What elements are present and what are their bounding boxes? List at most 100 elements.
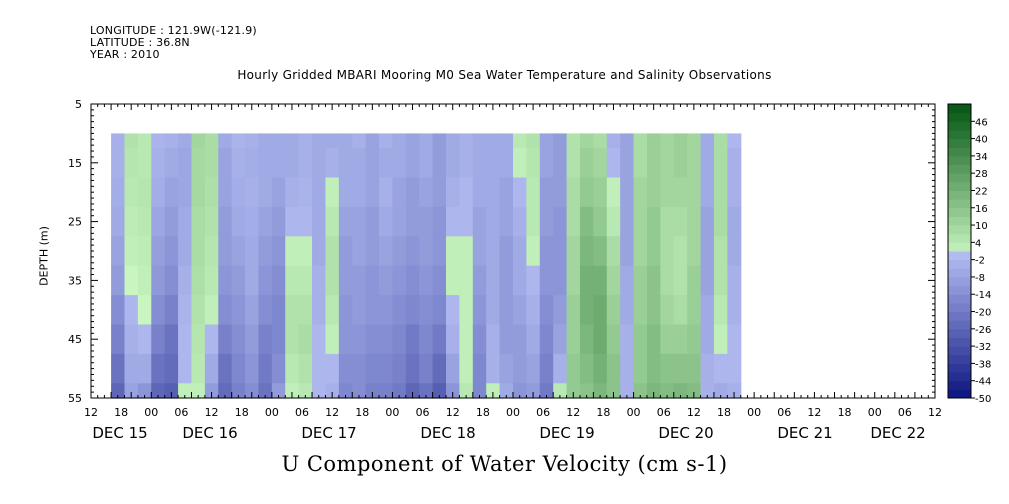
heatmap-cell	[151, 353, 166, 384]
y-tick-label: 15	[68, 157, 82, 170]
colorbar-tick-label: -2	[975, 256, 985, 267]
heatmap-cell	[379, 353, 394, 384]
heatmap-cell	[204, 383, 219, 399]
heatmap-cell	[312, 236, 327, 267]
heatmap-cell	[298, 206, 313, 237]
heatmap-cell	[633, 206, 648, 237]
heatmap-cell	[325, 236, 340, 267]
colorbar-tick-label: 40	[975, 135, 988, 146]
colorbar-segment	[948, 199, 971, 209]
colorbar-tick-label: -50	[975, 394, 991, 405]
heatmap-cell	[111, 236, 126, 267]
heatmap-cell	[727, 324, 742, 355]
heatmap-cell	[178, 324, 193, 355]
heatmap-cell	[178, 148, 193, 179]
heatmap-cell	[178, 133, 193, 149]
heatmap-cell	[352, 133, 367, 149]
heatmap-cell	[111, 295, 126, 326]
heatmap-cell	[486, 324, 501, 355]
y-tick-label: 45	[68, 333, 82, 346]
heatmap-cell	[325, 324, 340, 355]
heatmap-cell	[432, 133, 447, 149]
heatmap-cell	[687, 206, 702, 237]
heatmap-cell	[673, 265, 688, 296]
heatmap-cell	[446, 265, 461, 296]
heatmap-cell	[231, 133, 246, 149]
heatmap-cell	[713, 148, 728, 179]
heatmap-cell	[727, 148, 742, 179]
heatmap-cell	[338, 236, 353, 267]
x-day-label: DEC 22	[870, 424, 925, 442]
heatmap-cell	[218, 148, 233, 179]
heatmap-cell	[472, 148, 487, 179]
heatmap-cell	[566, 133, 581, 149]
heatmap-cell	[178, 206, 193, 237]
heatmap-cell	[111, 177, 126, 208]
y-tick-label: 5	[75, 98, 82, 111]
heatmap-cell	[646, 133, 661, 149]
heatmap-cell	[673, 236, 688, 267]
x-day-label: DEC 17	[301, 424, 356, 442]
heatmap-cell	[285, 324, 300, 355]
heatmap-cell	[486, 177, 501, 208]
colorbar-segment	[948, 328, 971, 338]
heatmap-cell	[392, 383, 407, 399]
heatmap-cell	[137, 353, 152, 384]
colorbar-tick-label: -14	[975, 290, 991, 301]
heatmap-cell	[312, 295, 327, 326]
heatmap-cell	[539, 133, 554, 149]
colorbar-segment	[948, 259, 971, 269]
heatmap-cell	[298, 353, 313, 384]
heatmap-cell	[446, 295, 461, 326]
heatmap-cell	[526, 148, 541, 179]
heatmap-cell	[687, 133, 702, 149]
heatmap-cell	[633, 265, 648, 296]
heatmap-cell	[365, 295, 380, 326]
heatmap-cell	[513, 236, 527, 267]
heatmap-cell	[352, 148, 367, 179]
latitude-label: LATITUDE : 36.8N	[90, 36, 190, 49]
heatmap-cell	[271, 295, 286, 326]
heatmap-cell	[446, 206, 461, 237]
heatmap-cell	[137, 206, 152, 237]
colorbar-segment	[948, 380, 971, 390]
heatmap-cell	[124, 383, 139, 399]
colorbar-tick-label: 28	[975, 169, 988, 180]
heatmap-cell	[137, 324, 152, 355]
heatmap-cell	[727, 133, 742, 149]
heatmap-cell	[392, 265, 407, 296]
heatmap-cell	[700, 383, 715, 399]
heatmap-cell	[446, 148, 461, 179]
heatmap-cell	[446, 353, 461, 384]
heatmap-cell	[553, 383, 568, 399]
heatmap-cell	[446, 324, 461, 355]
heatmap-cell	[285, 353, 300, 384]
heatmap-cell	[191, 236, 206, 267]
heatmap-cell	[137, 133, 152, 149]
colorbar-segment	[948, 207, 971, 217]
x-hour-label: 06	[898, 406, 912, 419]
heatmap-cell	[312, 206, 327, 237]
heatmap-cell	[405, 265, 420, 296]
colorbar-tick-label: 34	[975, 152, 988, 163]
colorbar-tick-label: -8	[975, 273, 985, 284]
heatmap-cell	[593, 324, 608, 355]
heatmap-cell	[486, 148, 501, 179]
heatmap-cell	[687, 353, 702, 384]
heatmap-cell	[713, 133, 728, 149]
heatmap-cell	[392, 133, 407, 149]
x-hour-label: 06	[657, 406, 671, 419]
heatmap-cell	[285, 236, 300, 267]
heatmap-cell	[379, 265, 394, 296]
longitude-label: LONGITUDE : 121.9W(-121.9)	[90, 24, 257, 37]
heatmap-cell	[285, 133, 300, 149]
heatmap-cell	[325, 265, 340, 296]
colorbar-segment	[948, 121, 971, 131]
heatmap-cell	[432, 383, 447, 399]
heatmap-cell	[392, 236, 407, 267]
heatmap-cell	[620, 295, 635, 326]
heatmap-cell	[593, 383, 608, 399]
colorbar-segment	[948, 294, 971, 304]
x-hour-label: 18	[355, 406, 369, 419]
heatmap-cell	[526, 265, 541, 296]
